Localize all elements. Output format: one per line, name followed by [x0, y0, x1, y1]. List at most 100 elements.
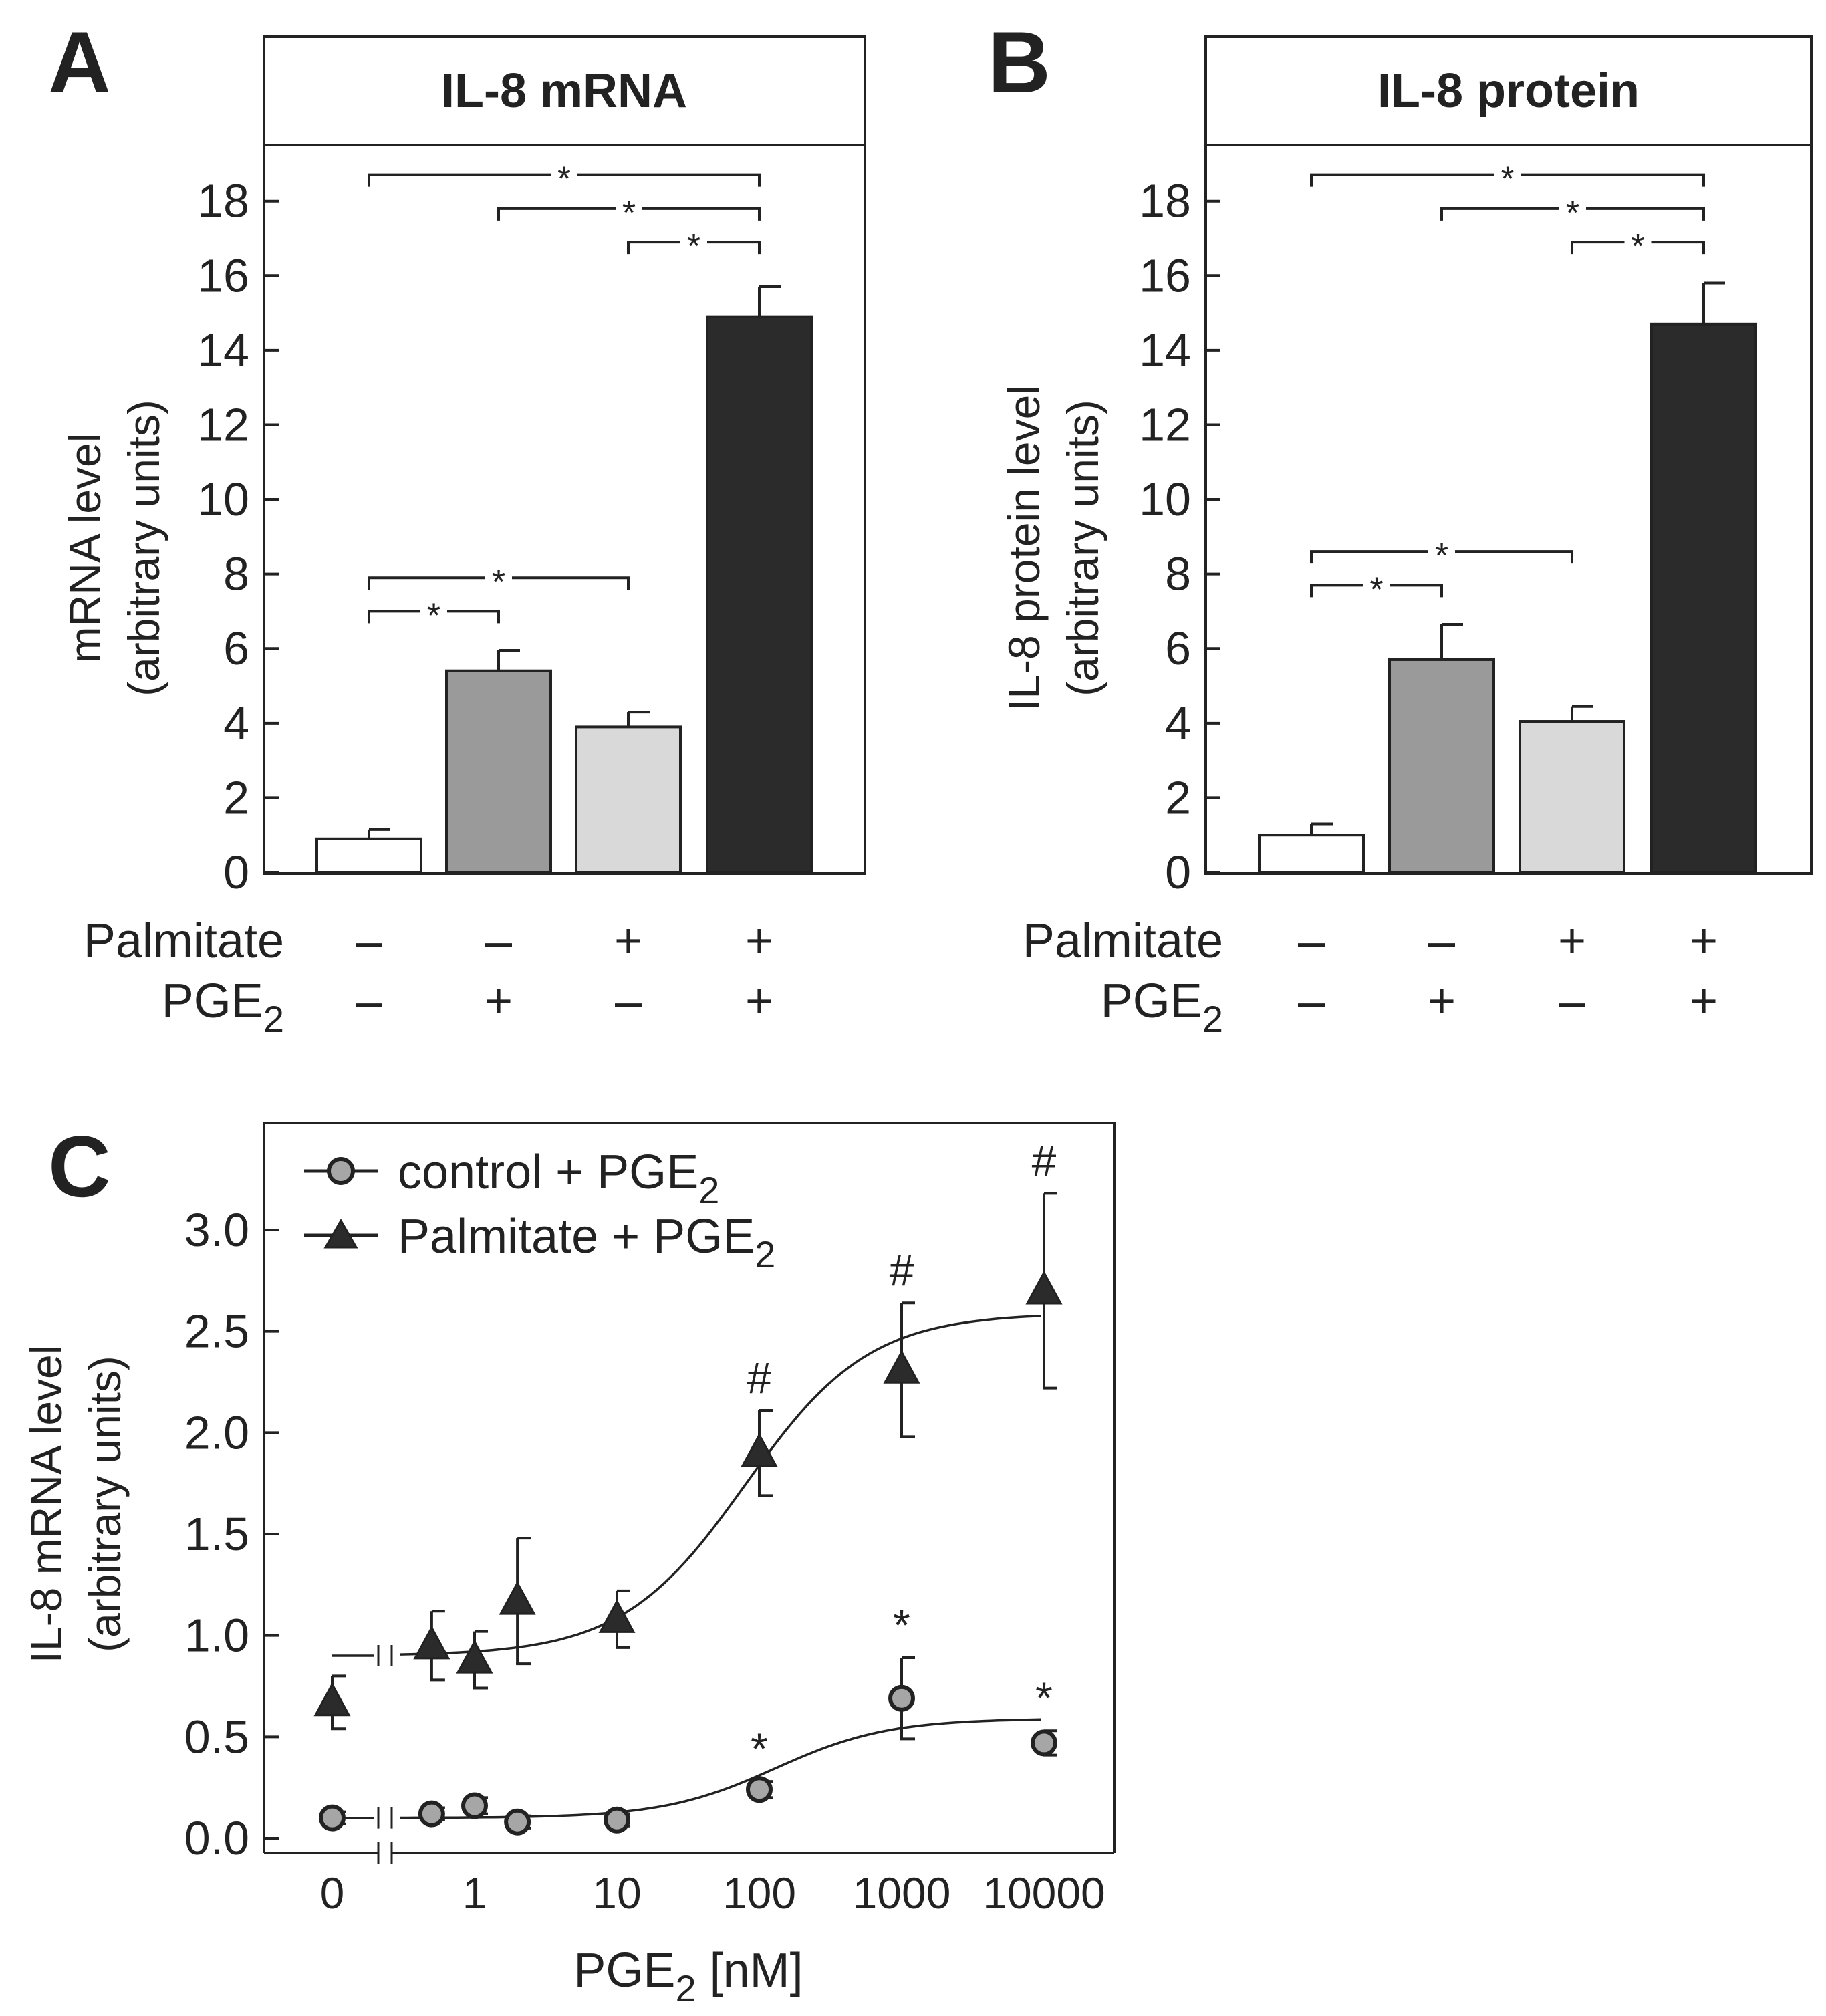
panel-a-treatment-table: Palmitate PGE2 – – – + + – + + [84, 914, 773, 1040]
palmitate-sign: – [1428, 914, 1456, 968]
y-tick-label: 6 [1165, 622, 1191, 674]
panel-c-y-ticks: 0.0 0.5 1.0 1.5 2.0 2.5 3.0 [184, 1204, 279, 1864]
y-tick-label: 1.0 [184, 1610, 249, 1662]
data-point-triangle [1025, 1270, 1063, 1305]
panel-c-letter: C [48, 1118, 111, 1215]
panel-c-annotations: * * * # # # [747, 1136, 1057, 1773]
data-point-circle [1031, 1729, 1057, 1757]
significance-bracket [1310, 173, 1705, 187]
panel-a-letter: A [48, 13, 111, 111]
y-tick-label: 8 [1165, 548, 1191, 600]
y-tick-label: 0.5 [184, 1711, 249, 1763]
panel-a-ylabel-line2: (arbitrary units) [119, 400, 168, 697]
significance-mark: * [893, 1600, 910, 1650]
y-tick-label: 2 [1165, 771, 1191, 824]
y-tick-label: 1.5 [184, 1508, 249, 1560]
data-point-circle [604, 1806, 630, 1834]
panel-c-xlabel: PGE2 [nM] [573, 1944, 803, 2009]
fit-curve [332, 1314, 1041, 1657]
y-tick-label: 14 [197, 324, 249, 376]
palmitate-sign: – [356, 914, 383, 968]
y-tick-label: 0.0 [184, 1812, 249, 1864]
pge2-sign: – [615, 975, 642, 1028]
y-tick-label: 4 [1165, 697, 1191, 749]
y-tick-label: 3.0 [184, 1204, 249, 1256]
y-tick-label: 12 [1139, 398, 1191, 451]
significance-mark: * [751, 1724, 768, 1773]
y-tick-label: 2 [223, 771, 249, 824]
panel-b: B IL-8 protein 0 2 4 6 8 10 12 14 16 18 * * * * * IL-… [988, 13, 1813, 1040]
y-tick-label: 10 [1139, 473, 1191, 525]
significance-star: * [1566, 194, 1579, 233]
panel-a-plot-frame [263, 144, 866, 875]
y-tick-label: 14 [1139, 324, 1191, 376]
significance-bracket [368, 610, 500, 624]
panel-a-bars [315, 285, 813, 874]
legend-label-control: control + PGE2 [398, 1146, 719, 1211]
y-tick-label: 2.0 [184, 1406, 249, 1459]
panel-b-y-ticks: 0 2 4 6 8 10 12 14 16 18 [1139, 175, 1220, 898]
significance-star: * [1435, 537, 1448, 576]
palmitate-sign: – [485, 914, 513, 968]
data-point-triangle [456, 1639, 493, 1674]
x-tick-label: 0 [320, 1868, 345, 1918]
panel-c-axis-break [377, 1842, 393, 1864]
panel-b-plot-frame [1204, 144, 1813, 875]
palmitate-sign: + [1690, 914, 1718, 968]
bar [1650, 322, 1757, 874]
legend-label-palmitate: Palmitate + PGE2 [398, 1210, 775, 1275]
panel-b-palmitate-label: Palmitate [1023, 914, 1223, 968]
significance-bracket [368, 576, 630, 590]
panel-b-bars [1258, 281, 1757, 874]
palmitate-sign: + [1558, 914, 1586, 968]
panel-a-pge2-label: PGE2 [162, 975, 284, 1040]
panel-a: A IL-8 mRNA 0 2 4 6 8 10 12 14 16 18 * * * * * mRNA l… [48, 13, 866, 1040]
y-tick-label: 18 [1139, 175, 1191, 227]
data-point-triangle [413, 1625, 450, 1660]
data-point-circle [504, 1808, 531, 1836]
panel-c: C 0.0 0.5 1.0 1.5 2.0 2.5 3.0 0 1 10 100 1000 10000… [21, 1118, 1116, 2009]
y-tick-label: 16 [197, 249, 249, 301]
panel-a-signs: – – – + + – + + [356, 914, 773, 1028]
bar [575, 725, 682, 874]
bar [445, 669, 552, 874]
significance-star: * [622, 194, 636, 233]
bar [1519, 720, 1625, 874]
fit-break [377, 1807, 393, 1829]
bar [706, 315, 813, 874]
bar [1258, 834, 1365, 874]
palmitate-sign: + [614, 914, 642, 968]
significance-bracket [627, 241, 761, 255]
data-point-triangle [598, 1599, 636, 1633]
pge2-sign: + [485, 975, 513, 1028]
y-tick-label: 0 [1165, 846, 1191, 898]
y-tick-label: 10 [197, 473, 249, 525]
bar [1388, 658, 1495, 874]
data-point-triangle [499, 1580, 536, 1615]
significance-mark: # [1032, 1136, 1057, 1185]
data-point-circle [888, 1684, 915, 1712]
pge2-sign: – [1298, 975, 1325, 1028]
pge2-sign: + [1690, 975, 1718, 1028]
y-tick-label: 4 [223, 697, 249, 749]
legend-marker-triangle [323, 1218, 358, 1249]
x-tick-label: 10 [592, 1868, 641, 1918]
data-point-triangle [741, 1432, 778, 1467]
palmitate-sign: + [745, 914, 773, 968]
data-point-circle [418, 1800, 445, 1828]
significance-star: * [687, 227, 700, 266]
data-point-triangle [313, 1682, 351, 1717]
data-point-triangle [883, 1350, 920, 1384]
significance-bracket [1310, 584, 1443, 598]
panel-c-x-ticks: 0 1 10 100 1000 10000 [320, 1868, 1105, 1918]
panel-b-ylabel-line1: IL-8 protein level [999, 385, 1049, 711]
panel-b-ylabel-line2: (arbitrary units) [1058, 400, 1107, 697]
pge2-sign: + [1428, 975, 1456, 1028]
significance-star: * [492, 563, 505, 602]
fit-break [377, 1645, 393, 1666]
panel-a-significance: * * * * * [368, 160, 761, 635]
panel-c-axes [263, 1122, 1116, 1864]
significance-bracket [1571, 241, 1705, 255]
pge2-sign: + [745, 975, 773, 1028]
y-tick-label: 12 [197, 398, 249, 451]
